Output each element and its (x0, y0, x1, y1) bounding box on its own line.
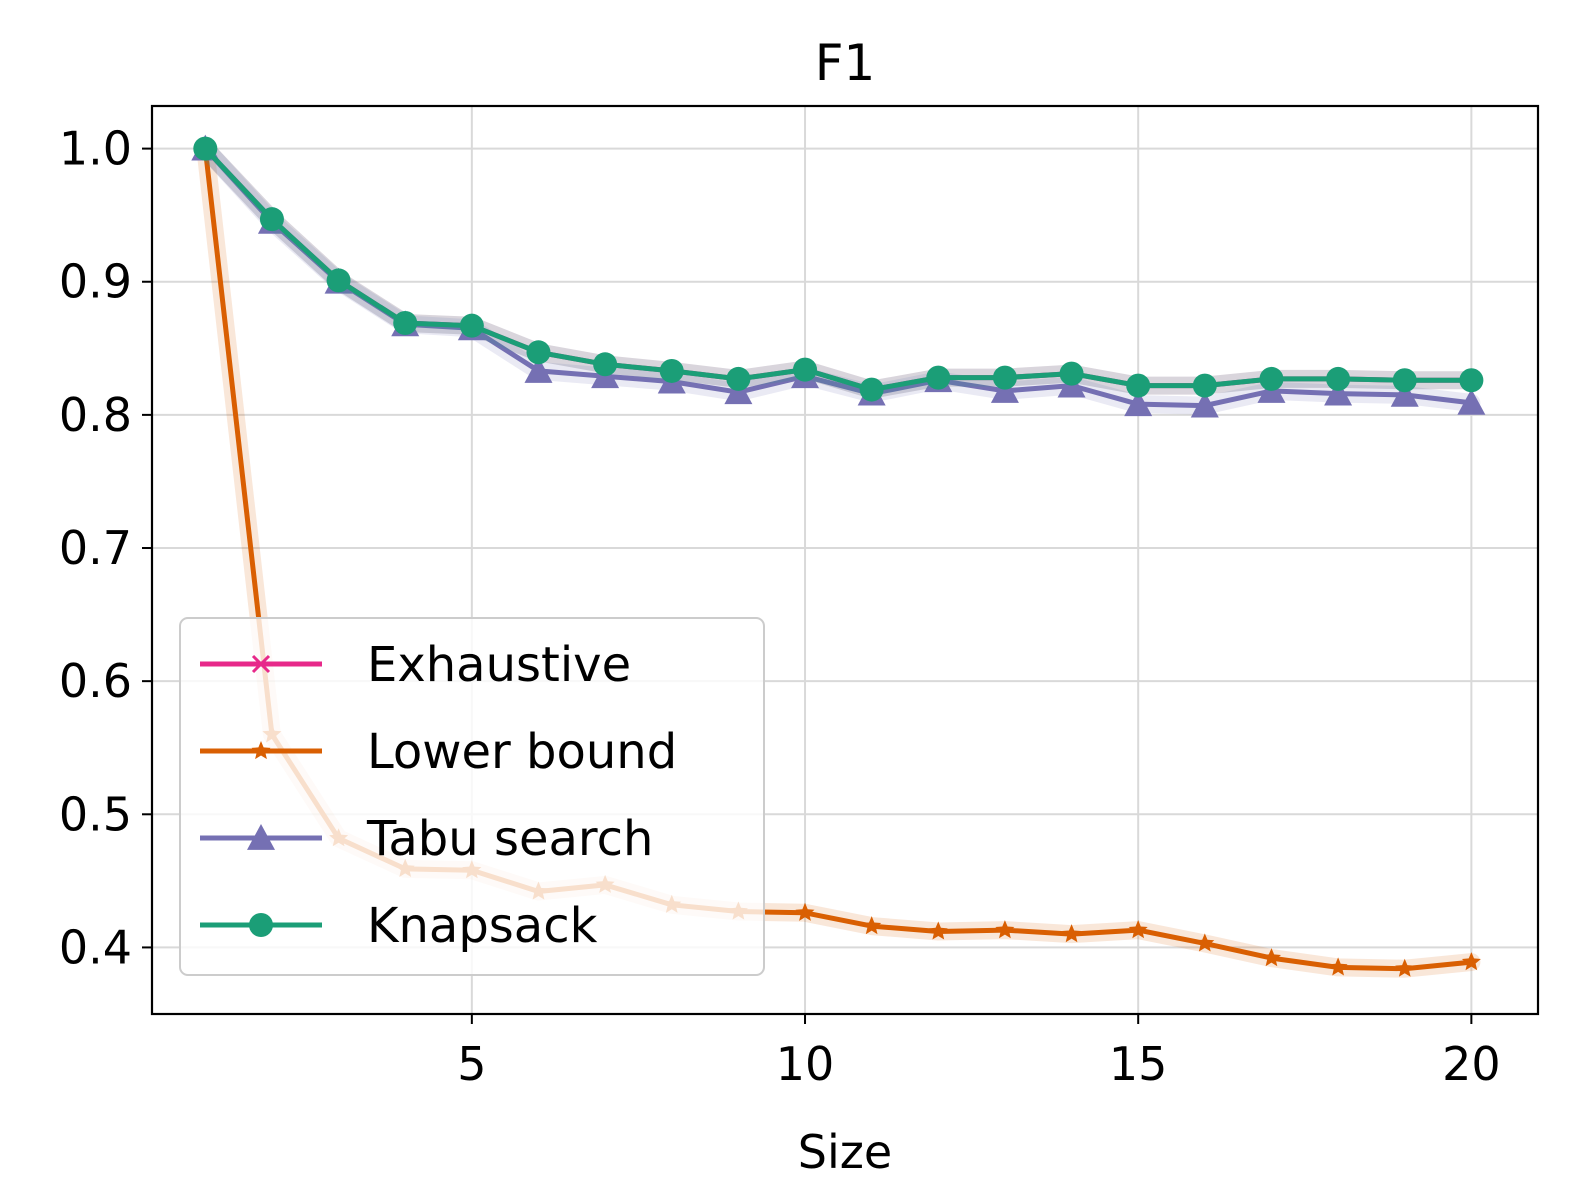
data-point-lower-bound (1195, 933, 1215, 952)
series-line-exhaustive (203, 146, 1472, 393)
data-point-tabu-search (1190, 391, 1219, 418)
y-tick-label: 1.0 (59, 122, 132, 176)
series-line-knapsack (203, 146, 1472, 393)
data-point-knapsack (992, 365, 1017, 390)
data-point-knapsack (1192, 373, 1217, 398)
data-point-lower-bound (1262, 948, 1281, 967)
data-point-lower-bound (1062, 924, 1082, 943)
data-point-tabu-search (724, 378, 753, 405)
series-layer (191, 134, 1486, 978)
legend-marker-tabu-search (247, 824, 275, 850)
legend-marker-knapsack (249, 913, 273, 937)
chart-title: F1 (815, 34, 876, 92)
data-point-knapsack (726, 366, 751, 391)
data-point-knapsack (1059, 361, 1084, 386)
data-point-tabu-search (990, 376, 1019, 403)
data-point-lower-bound (1461, 952, 1481, 971)
x-axis-label: Size (798, 1125, 892, 1179)
x-tick-label: 10 (776, 1037, 835, 1091)
data-point-tabu-search (1457, 388, 1486, 415)
plot-frame (150, 104, 1540, 1016)
y-tick-label: 0.8 (59, 388, 132, 442)
legend-marker-lower-bound (251, 741, 271, 760)
y-tick-label: 0.4 (59, 920, 132, 974)
data-point-knapsack (793, 357, 818, 382)
data-point-lower-bound (795, 902, 815, 921)
legend-marker-exhaustive (251, 654, 271, 674)
y-tick-label: 0.9 (59, 255, 132, 309)
data-point-tabu-search (524, 356, 553, 383)
data-point-knapsack (193, 136, 218, 161)
x-tick-label: 5 (457, 1037, 486, 1091)
data-point-knapsack (659, 358, 684, 383)
data-point-lower-bound (1328, 957, 1348, 976)
x-tick-label: 15 (1109, 1037, 1168, 1091)
data-point-knapsack (1459, 368, 1484, 393)
data-point-lower-bound (995, 920, 1015, 939)
data-point-knapsack (459, 313, 484, 338)
data-point-tabu-search (1324, 379, 1353, 406)
legend-label-lower-bound: Lower bound (367, 724, 677, 780)
data-point-lower-bound (1128, 920, 1148, 939)
data-point-tabu-search (1390, 380, 1419, 407)
data-point-knapsack (926, 365, 951, 390)
y-tick-label: 0.7 (59, 521, 132, 575)
data-point-tabu-search (1124, 390, 1153, 417)
series-band-exhaustive (196, 139, 1481, 399)
data-point-knapsack (1126, 373, 1151, 398)
data-point-lower-bound (1395, 958, 1415, 977)
legend-box (179, 617, 765, 976)
series-exhaustive (196, 139, 1481, 399)
legend: Exhaustive Lower bound Tabu search Knapsack (179, 617, 765, 976)
y-tick-label: 0.5 (59, 787, 132, 841)
data-point-lower-bound (862, 916, 882, 935)
ticks: 5 10 15 20 0.4 0.5 0.6 0.7 0.8 0.9 1.0 (59, 122, 1501, 1091)
data-point-knapsack (859, 377, 884, 402)
data-point-knapsack (393, 311, 418, 336)
legend-label-tabu-search: Tabu search (366, 811, 653, 867)
data-point-lower-bound (928, 921, 948, 940)
series-line-tabu-search (203, 146, 1472, 409)
y-tick-label: 0.6 (59, 654, 132, 708)
legend-label-knapsack: Knapsack (367, 898, 598, 954)
data-point-knapsack (1259, 366, 1284, 391)
legend-label-exhaustive: Exhaustive (367, 637, 631, 693)
data-point-knapsack (593, 352, 618, 377)
x-tick-label: 20 (1442, 1037, 1501, 1091)
series-band-tabu-search (196, 139, 1481, 415)
data-point-knapsack (326, 268, 351, 293)
data-point-knapsack (1326, 366, 1351, 391)
data-point-knapsack (259, 207, 284, 232)
data-point-knapsack (526, 340, 551, 365)
series-band-knapsack (196, 139, 1481, 399)
series-knapsack (193, 136, 1484, 402)
data-point-knapsack (1392, 368, 1417, 393)
